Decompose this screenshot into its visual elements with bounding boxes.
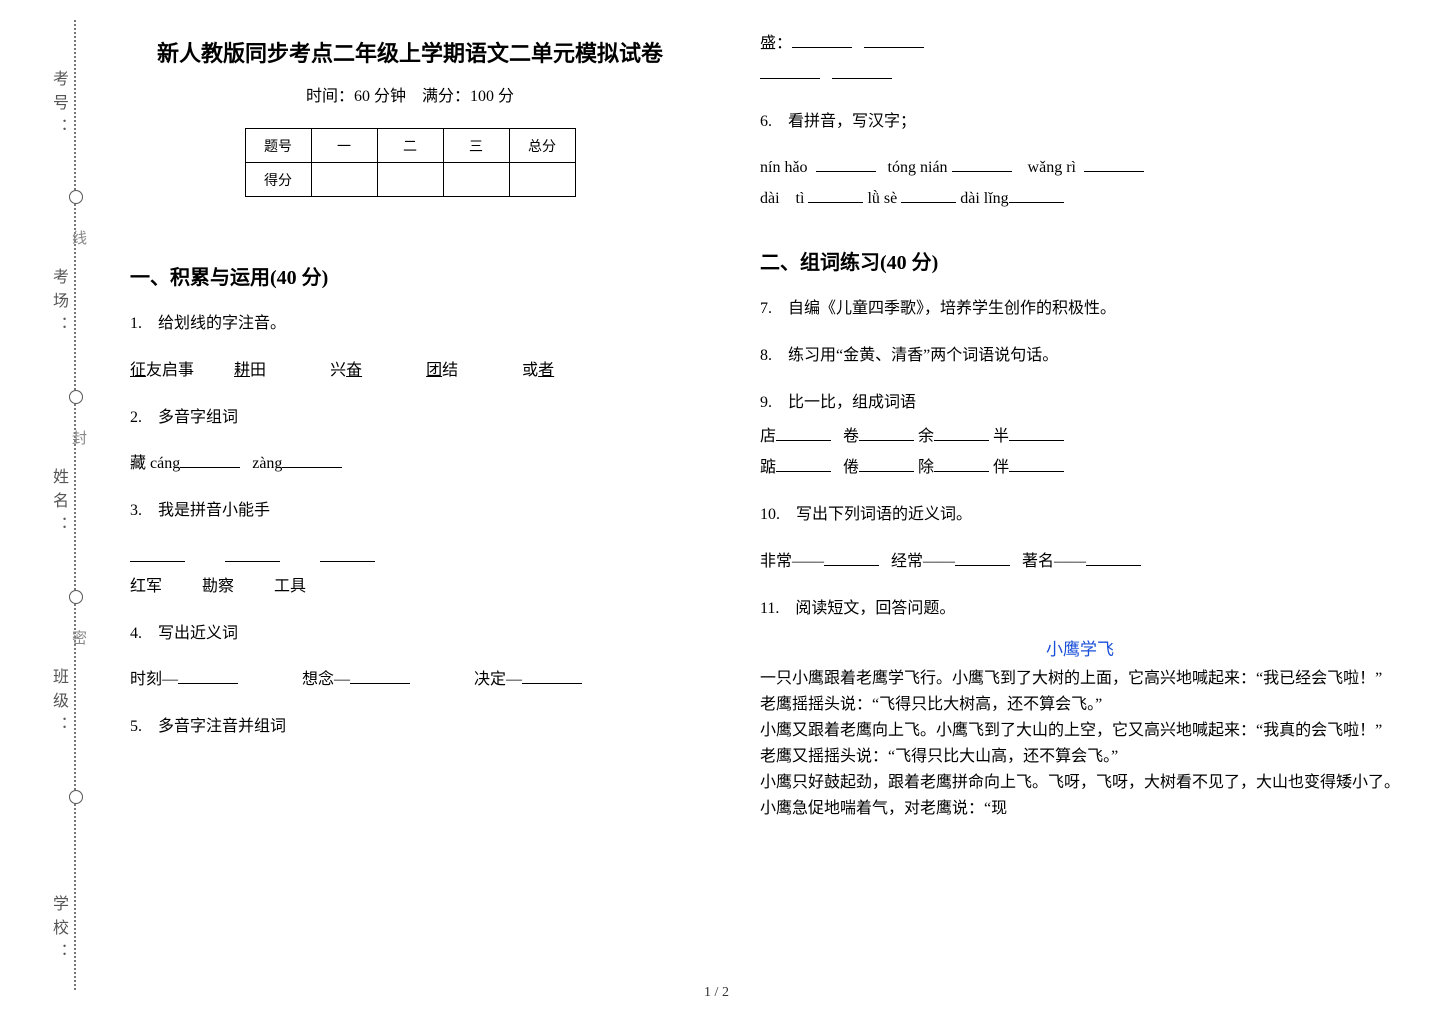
score-row-head: 得分	[245, 163, 311, 197]
section-heading: 一、积累与运用(40 分)	[130, 261, 690, 290]
q8-prompt: 8. 练习用“金黄、清香”两个词语说句话。	[760, 344, 1400, 369]
q2-prompt: 2. 多音字组词	[130, 406, 690, 431]
paper-title: 新人教版同步考点二年级上学期语文二单元模拟试卷	[130, 36, 690, 68]
q5-right-line1: 盛：	[760, 32, 1400, 57]
q9-prompt: 9. 比一比，组成词语	[760, 391, 1400, 416]
gutter-mid-label: 线	[68, 230, 89, 267]
score-cell	[377, 163, 443, 197]
q6-row2: dài tì lǜ sè dài lǐng	[760, 187, 1400, 212]
score-cell	[311, 163, 377, 197]
gutter-label: 学校：	[46, 895, 70, 967]
story-title: 小鹰学飞	[760, 635, 1400, 660]
q11-prompt: 11. 阅读短文，回答问题。	[760, 597, 1400, 622]
q5-prompt: 5. 多音字注音并组词	[130, 715, 690, 740]
story-body: 一只小鹰跟着老鹰学飞行。小鹰飞到了大树的上面，它高兴地喊起来：“我已经会飞啦！”…	[760, 666, 1400, 821]
q2-line: 藏 cáng zàng	[130, 452, 690, 477]
q1-items: 征友启事 耕田 兴奋 团结 或者	[130, 359, 690, 384]
score-header: 题号	[245, 129, 311, 163]
q3-blanks	[130, 546, 690, 571]
gutter-mid-label: 封	[68, 430, 89, 467]
section-heading: 二、组词练习(40 分)	[760, 246, 1400, 275]
gutter-label: 考号：	[46, 70, 70, 142]
q9-row2: 踮 倦 除 伴	[760, 456, 1400, 481]
score-cell	[443, 163, 509, 197]
q10-items: 非常—— 经常—— 著名——	[760, 550, 1400, 575]
q9-row1: 店 卷 余 半	[760, 425, 1400, 450]
page-number: 1 / 2	[704, 985, 729, 1001]
q4-items: 时刻— 想念— 决定—	[130, 668, 690, 693]
q3-items: 红军 勘察 工具	[130, 575, 690, 600]
q4-prompt: 4. 写出近义词	[130, 622, 690, 647]
gutter-label: 姓名：	[46, 468, 70, 540]
score-header: 一	[311, 129, 377, 163]
gutter-label: 班级：	[46, 668, 70, 740]
score-cell	[509, 163, 575, 197]
score-header: 三	[443, 129, 509, 163]
binding-gutter: 考号： 考场： 姓名： 班级： 学校： 线 封 密	[74, 20, 76, 990]
score-header: 二	[377, 129, 443, 163]
gutter-mid-label: 密	[68, 630, 89, 667]
score-header: 总分	[509, 129, 575, 163]
q6-row1: nín hǎo tóng nián wǎng rì	[760, 156, 1400, 181]
q1-prompt: 1. 给划线的字注音。	[130, 312, 690, 337]
score-table: 题号 一 二 三 总分 得分	[245, 128, 576, 197]
q7-prompt: 7. 自编《儿童四季歌》，培养学生创作的积极性。	[760, 297, 1400, 322]
paper-subtitle: 时间：60 分钟 满分：100 分	[130, 82, 690, 106]
q3-prompt: 3. 我是拼音小能手	[130, 499, 690, 524]
gutter-label: 考场：	[46, 268, 70, 340]
q5-right-line2	[760, 63, 1400, 88]
q10-prompt: 10. 写出下列词语的近义词。	[760, 503, 1400, 528]
q6-prompt: 6. 看拼音，写汉字；	[760, 110, 1400, 135]
